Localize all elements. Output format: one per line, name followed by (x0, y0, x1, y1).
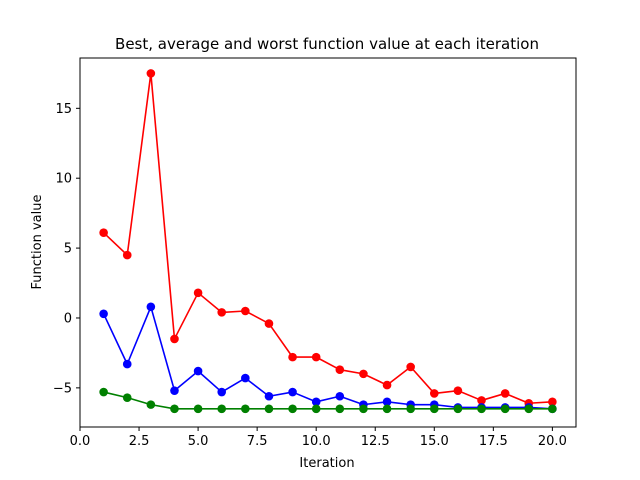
data-point (429, 389, 439, 398)
data-point (241, 404, 250, 414)
plot-frame (79, 57, 577, 428)
y-tick-label: −5 (53, 381, 72, 396)
x-tick-label: 12.5 (361, 434, 390, 449)
data-point (99, 228, 108, 238)
data-point (429, 404, 439, 414)
series-2 (99, 302, 557, 414)
series-line (102, 305, 553, 410)
x-tick-label: 20.0 (538, 434, 567, 449)
data-point (335, 391, 345, 401)
data-point (217, 308, 227, 317)
x-tick-label: 17.5 (479, 434, 508, 449)
data-point (241, 306, 250, 316)
data-point (406, 362, 415, 372)
data-point (382, 404, 392, 414)
data-point (500, 389, 510, 398)
y-axis-label: Function value (30, 195, 45, 290)
data-point (288, 404, 297, 414)
series-3 (99, 387, 557, 414)
data-point (217, 387, 227, 397)
data-point (122, 359, 132, 369)
data-point (288, 387, 297, 397)
y-axis: −5 0 5 10 15 (53, 102, 80, 396)
data-point (264, 319, 274, 328)
data-point (548, 404, 557, 414)
data-point (146, 302, 156, 312)
data-point (359, 369, 368, 379)
data-point (382, 380, 392, 390)
data-point (311, 352, 321, 362)
data-point (122, 393, 132, 402)
y-tick-label: 0 (64, 311, 72, 326)
plot-area (99, 69, 557, 414)
data-point (264, 404, 274, 414)
data-point (311, 397, 321, 407)
data-point (335, 365, 345, 374)
data-point (241, 373, 250, 383)
data-point (193, 404, 203, 414)
data-point (548, 397, 557, 407)
x-tick-label: 0.0 (70, 434, 91, 449)
data-point (382, 397, 392, 407)
data-point (146, 400, 156, 409)
data-point (170, 404, 179, 414)
data-point (99, 309, 108, 319)
data-point (193, 288, 203, 298)
x-axis-label: Iteration (299, 456, 354, 471)
data-point (311, 404, 321, 414)
data-point (99, 387, 108, 397)
data-point (170, 386, 179, 395)
data-point (453, 404, 463, 414)
data-point (146, 69, 156, 78)
data-point (359, 404, 368, 414)
data-point (477, 396, 486, 405)
chart-title: Best, average and worst function value a… (115, 35, 539, 53)
series-1 (99, 69, 557, 408)
data-point (335, 404, 345, 414)
series-line (103, 72, 553, 405)
data-point (500, 404, 510, 414)
data-point (477, 404, 486, 414)
x-tick-label: 5.0 (188, 434, 209, 449)
y-tick-label: 5 (64, 242, 72, 257)
data-point (170, 334, 179, 344)
data-point (264, 391, 274, 401)
x-tick-label: 7.5 (247, 434, 268, 449)
y-tick-label: 15 (55, 102, 72, 117)
data-point (453, 386, 463, 395)
data-point (122, 250, 132, 260)
y-tick-label: 10 (55, 172, 72, 187)
data-point (524, 404, 534, 414)
data-point (288, 352, 297, 362)
data-point (406, 404, 415, 414)
data-point (193, 366, 203, 376)
x-tick-label: 10.0 (302, 434, 331, 449)
x-tick-label: 2.5 (129, 434, 150, 449)
data-point (217, 404, 227, 414)
x-tick-label: 15.0 (420, 434, 449, 449)
x-axis: 0.0 2.5 5.0 7.5 10.0 12.5 15.0 17.5 20.0 (70, 427, 567, 449)
